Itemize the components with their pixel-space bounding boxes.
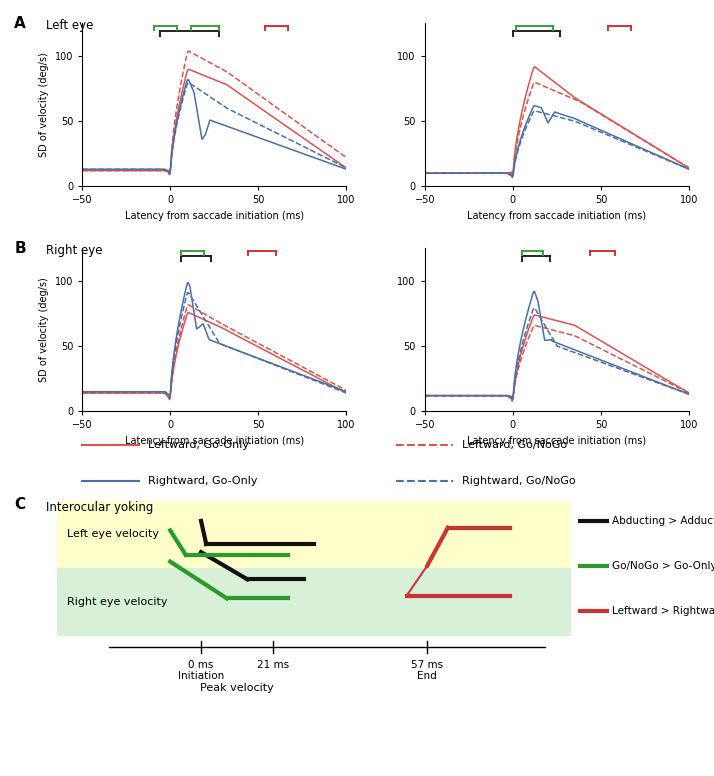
Text: Leftward, Go-Only: Leftward, Go-Only xyxy=(149,440,249,450)
Text: Rightward, Go-Only: Rightward, Go-Only xyxy=(149,476,258,486)
Y-axis label: SD of velocity (deg/s): SD of velocity (deg/s) xyxy=(39,53,49,157)
Bar xyxy=(57,568,571,636)
Text: Leftward, Go/NoGo: Leftward, Go/NoGo xyxy=(463,440,568,450)
Text: A: A xyxy=(14,16,26,30)
Text: Leftward > Rightward: Leftward > Rightward xyxy=(612,605,714,615)
Text: B: B xyxy=(14,241,26,255)
Text: Interocular yoking: Interocular yoking xyxy=(46,501,154,514)
X-axis label: Latency from saccade initiation (ms): Latency from saccade initiation (ms) xyxy=(468,211,646,221)
Text: Peak velocity: Peak velocity xyxy=(200,684,274,693)
Text: Abducting > Adducting: Abducting > Adducting xyxy=(612,516,714,526)
X-axis label: Latency from saccade initiation (ms): Latency from saccade initiation (ms) xyxy=(125,436,303,446)
Bar xyxy=(57,501,571,568)
Text: Left eye velocity: Left eye velocity xyxy=(67,529,159,539)
Text: 0 ms
Initiation: 0 ms Initiation xyxy=(178,660,224,681)
X-axis label: Latency from saccade initiation (ms): Latency from saccade initiation (ms) xyxy=(468,436,646,446)
X-axis label: Latency from saccade initiation (ms): Latency from saccade initiation (ms) xyxy=(125,211,303,221)
Text: 21 ms: 21 ms xyxy=(257,660,289,670)
Text: Left eye: Left eye xyxy=(46,19,94,33)
Text: 57 ms
End: 57 ms End xyxy=(411,660,443,681)
Text: Rightward, Go/NoGo: Rightward, Go/NoGo xyxy=(463,476,576,486)
Text: C: C xyxy=(14,497,26,511)
Y-axis label: SD of velocity (deg/s): SD of velocity (deg/s) xyxy=(39,278,49,382)
Text: Right eye: Right eye xyxy=(46,244,103,258)
Text: Right eye velocity: Right eye velocity xyxy=(67,598,168,608)
Text: Go/NoGo > Go-Only: Go/NoGo > Go-Only xyxy=(612,561,714,570)
